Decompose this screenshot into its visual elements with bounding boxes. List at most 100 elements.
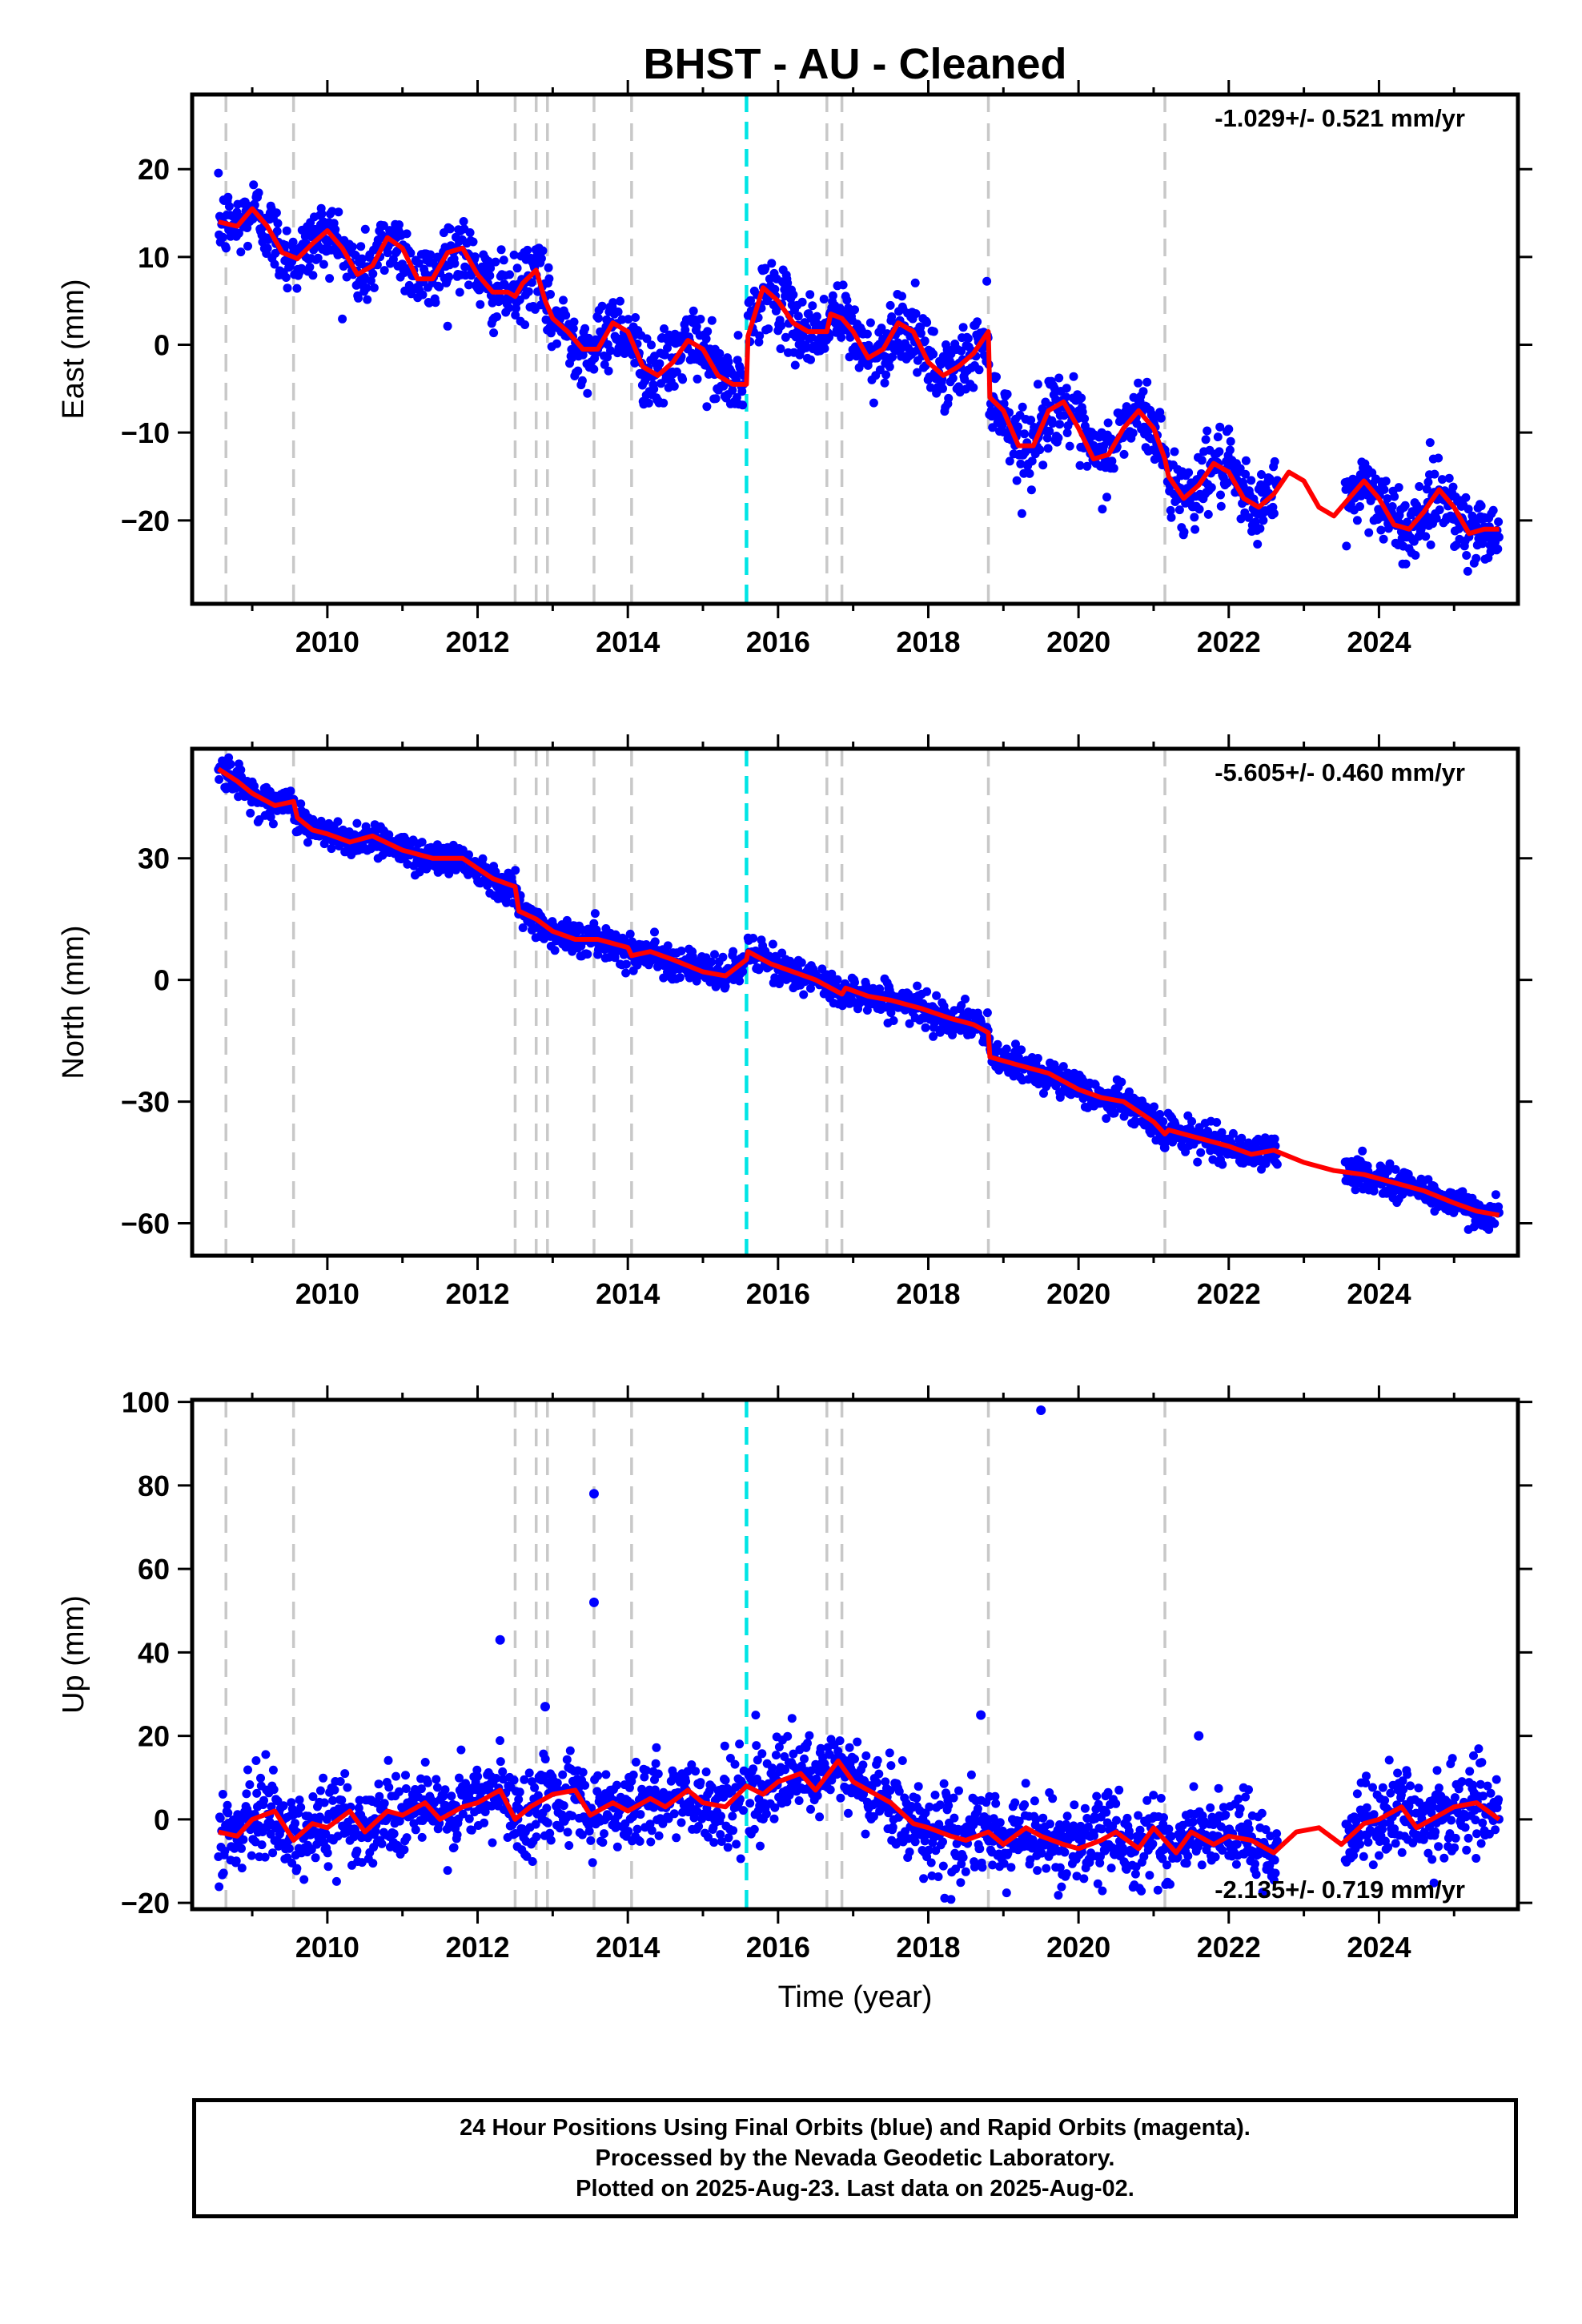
data-point [756, 1841, 765, 1851]
data-point [808, 301, 817, 311]
data-point [974, 365, 984, 375]
data-point [242, 1789, 251, 1799]
data-point [1247, 476, 1256, 485]
data-point [223, 1800, 232, 1810]
data-point [1472, 553, 1481, 563]
data-point [1342, 541, 1351, 551]
data-point [288, 237, 298, 247]
data-point [270, 259, 279, 269]
data-point [1150, 1102, 1158, 1112]
data-point [1062, 428, 1072, 437]
data-point [692, 322, 701, 332]
data-point [331, 225, 340, 235]
data-point [456, 1745, 466, 1755]
data-point [268, 819, 278, 829]
data-point [281, 273, 291, 282]
data-point [738, 400, 748, 410]
data-point [598, 1838, 608, 1848]
data-point [464, 1814, 474, 1823]
data-point [243, 241, 252, 251]
data-point [1195, 505, 1204, 514]
data-point [573, 366, 583, 376]
data-point [910, 278, 920, 287]
data-point [465, 228, 475, 237]
data-point [1203, 1127, 1212, 1136]
data-point [411, 1825, 420, 1835]
data-point [269, 1785, 279, 1795]
data-point [1270, 456, 1279, 466]
data-point [749, 1824, 759, 1834]
panel-up: 2010 2012 2014 2016 2018 2020 2022 202410080604… [57, 1385, 1532, 1964]
data-point [299, 1875, 309, 1884]
data-point [1391, 1164, 1400, 1174]
data-point [640, 1772, 649, 1782]
data-point [850, 305, 859, 315]
data-point [654, 1831, 664, 1840]
data-point [781, 1765, 790, 1775]
y-axis-label-north: North (mm) [57, 925, 90, 1079]
data-point [287, 1798, 296, 1807]
data-point [1369, 1186, 1379, 1196]
y-axis-label-east: East (mm) [57, 279, 90, 419]
data-point [1387, 502, 1397, 511]
data-point [563, 1827, 572, 1837]
data-point [543, 1818, 552, 1827]
data-point [1379, 534, 1388, 544]
data-point [1261, 1159, 1271, 1168]
data-point [520, 320, 530, 329]
data-point [1103, 418, 1113, 428]
data-point [1430, 469, 1439, 479]
data-point [247, 1851, 256, 1860]
data-point [488, 1838, 497, 1848]
data-point [223, 1808, 233, 1818]
data-point [215, 1814, 225, 1823]
data-point [1174, 505, 1184, 515]
data-point [426, 250, 436, 259]
data-point [1212, 1118, 1222, 1127]
data-point [769, 1814, 779, 1823]
data-point [1002, 1044, 1011, 1054]
data-point [223, 192, 233, 202]
data-point [641, 1766, 651, 1775]
data-point [869, 398, 878, 408]
data-point [400, 1845, 409, 1855]
plot-frame [190, 92, 1520, 606]
data-point [873, 1755, 882, 1765]
data-point [1039, 1088, 1048, 1098]
data-point [417, 838, 427, 847]
data-point [1017, 1045, 1026, 1055]
data-point [664, 1814, 673, 1823]
data-point [1381, 476, 1391, 486]
data-point [545, 1828, 555, 1838]
data-point [352, 1846, 362, 1856]
data-point [963, 334, 973, 344]
data-point [1401, 559, 1411, 569]
data-point [368, 269, 378, 279]
data-point [842, 296, 852, 305]
data-point [761, 1809, 771, 1819]
data-point [1425, 438, 1435, 448]
data-point [820, 344, 829, 353]
data-point [885, 300, 895, 310]
data-point [401, 1784, 411, 1793]
data-point [724, 1833, 733, 1843]
x-tick-label: 2024 [1347, 1277, 1411, 1310]
data-point [267, 1802, 276, 1811]
data-point [929, 1031, 938, 1041]
data-point [929, 349, 938, 359]
data-point [797, 297, 807, 307]
data-point [635, 1836, 644, 1846]
data-point [1251, 517, 1260, 527]
data-point [1130, 1116, 1140, 1126]
panel-north: 2010 2012 2014 2016 2018 2020 2022 2024300−30−6… [57, 734, 1532, 1310]
data-point [1179, 527, 1189, 537]
data-point [992, 372, 1001, 382]
data-point [1051, 395, 1061, 404]
data-point [323, 1862, 333, 1872]
data-point [552, 1778, 562, 1787]
data-point [877, 324, 886, 333]
data-point [340, 1769, 350, 1779]
data-point [522, 1852, 532, 1861]
data-point [480, 1818, 489, 1827]
data-point [308, 1792, 318, 1801]
